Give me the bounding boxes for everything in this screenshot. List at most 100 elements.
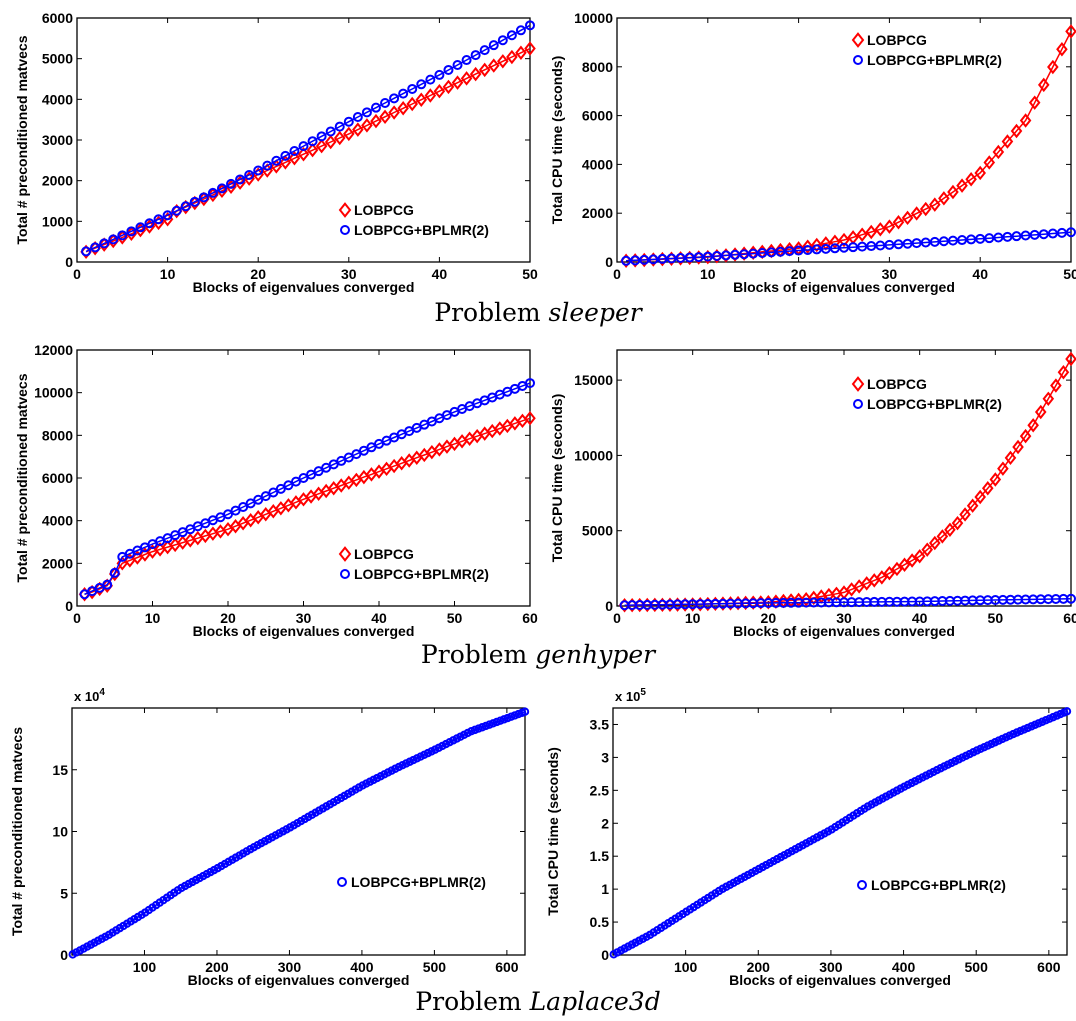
diamond-marker bbox=[981, 481, 994, 496]
circle-marker bbox=[117, 230, 128, 241]
x-tick-label: 30 bbox=[296, 610, 312, 626]
circle-marker bbox=[993, 232, 1004, 243]
diamond-marker bbox=[338, 202, 352, 218]
circle-marker bbox=[275, 483, 286, 494]
y-exponent-label: x 104 bbox=[74, 687, 105, 704]
circle-marker bbox=[1038, 229, 1049, 240]
x-tick-label: 20 bbox=[761, 610, 777, 626]
diamond-marker bbox=[829, 234, 841, 249]
x-tick-label: 50 bbox=[522, 266, 538, 282]
diamond-marker bbox=[1057, 365, 1070, 380]
diamond-marker bbox=[876, 570, 888, 585]
series-line bbox=[85, 24, 531, 253]
diamond-marker bbox=[1019, 428, 1032, 444]
circle-marker bbox=[884, 239, 895, 250]
circle-marker bbox=[461, 55, 472, 66]
diamond-marker bbox=[433, 83, 446, 99]
y-tick-label: 12000 bbox=[34, 342, 73, 358]
y-tick-label: 0 bbox=[60, 947, 68, 963]
circle-marker bbox=[893, 239, 904, 250]
y-tick-label: 1.5 bbox=[590, 848, 610, 864]
diamond-marker bbox=[1042, 391, 1055, 407]
circle-marker bbox=[380, 97, 391, 108]
y-tick-label: 6000 bbox=[42, 10, 73, 26]
circle-marker bbox=[488, 40, 499, 51]
circle-marker bbox=[298, 141, 309, 152]
y-tick-label: 15 bbox=[52, 762, 68, 778]
diamond-marker bbox=[913, 549, 926, 564]
x-tick-label: 40 bbox=[972, 266, 988, 282]
circle-marker bbox=[1020, 230, 1031, 241]
y-tick-label: 4000 bbox=[42, 91, 73, 107]
circle-marker bbox=[984, 233, 995, 244]
diamond-marker bbox=[910, 206, 923, 221]
x-tick-label: 100 bbox=[674, 959, 698, 975]
x-tick-label: 500 bbox=[965, 959, 989, 975]
diamond-marker bbox=[947, 184, 959, 200]
circle-marker bbox=[230, 505, 241, 516]
diamond-marker bbox=[983, 155, 996, 170]
diamond-marker bbox=[315, 138, 328, 154]
y-tick-label: 3.5 bbox=[590, 716, 610, 732]
circle-marker bbox=[947, 235, 958, 246]
circle-marker bbox=[189, 196, 200, 207]
x-tick-label: 30 bbox=[882, 266, 898, 282]
x-axis-label: Blocks of eigenvalues converged bbox=[193, 279, 415, 295]
circle-marker bbox=[839, 242, 849, 253]
diamond-marker bbox=[515, 45, 527, 60]
circle-marker bbox=[109, 567, 120, 578]
x-axis-label: Blocks of eigenvalues converged bbox=[733, 623, 955, 639]
circle-marker bbox=[902, 238, 913, 249]
y-tick-label: 8000 bbox=[42, 427, 73, 443]
diamond-marker bbox=[524, 411, 536, 426]
x-tick-label: 10 bbox=[160, 266, 176, 282]
y-tick-label: 5000 bbox=[582, 523, 613, 539]
diamond-marker bbox=[898, 557, 911, 572]
circle-marker bbox=[853, 399, 863, 409]
diamond-marker bbox=[524, 41, 536, 56]
circle-marker bbox=[198, 192, 209, 203]
circle-marker bbox=[857, 880, 867, 890]
diamond-marker bbox=[397, 101, 409, 116]
legend-entry: LOBPCG+BPLMR(2) bbox=[871, 877, 1006, 893]
y-axis-label: Total CPU time (seconds) bbox=[549, 56, 565, 225]
y-tick-label: 0 bbox=[605, 254, 613, 270]
x-tick-label: 20 bbox=[250, 266, 266, 282]
circle-marker bbox=[283, 480, 294, 491]
diamond-marker bbox=[487, 58, 500, 73]
chart-genhyper-matvecs: 0 10 20 30 40 50 60 0 2000 4000 6000 8000 10000 12000… bbox=[14, 342, 538, 639]
y-tick-label: 4000 bbox=[42, 513, 73, 529]
diamond-marker bbox=[1050, 378, 1062, 393]
diamond-marker bbox=[801, 239, 814, 254]
diamond-marker bbox=[965, 172, 977, 187]
circle-marker bbox=[775, 246, 786, 257]
diamond-marker bbox=[874, 222, 887, 237]
circle-marker bbox=[639, 254, 650, 265]
x-tick-label: 300 bbox=[819, 959, 843, 975]
y-tick-label: 1 bbox=[601, 881, 609, 897]
diamond-marker bbox=[851, 32, 865, 48]
legend-entry: LOBPCG bbox=[354, 202, 414, 218]
diamond-marker bbox=[352, 122, 364, 137]
circle-marker bbox=[866, 241, 877, 252]
circle-marker bbox=[829, 243, 840, 254]
diamond-marker bbox=[388, 105, 400, 120]
circle-marker bbox=[271, 155, 282, 166]
circle-marker bbox=[525, 378, 535, 389]
x-tick-label: 50 bbox=[447, 610, 463, 626]
legend: LOBPCG LOBPCG+BPLMR(2) bbox=[338, 202, 489, 238]
circle-marker bbox=[289, 145, 300, 156]
circle-marker bbox=[657, 253, 668, 264]
circle-marker bbox=[238, 502, 249, 513]
x-tick-label: 400 bbox=[350, 959, 374, 975]
circle-marker bbox=[425, 74, 436, 85]
circle-marker bbox=[407, 83, 418, 94]
circle-marker bbox=[434, 69, 445, 80]
circle-marker bbox=[929, 236, 940, 247]
diamond-marker bbox=[810, 237, 823, 253]
diamond-marker bbox=[361, 118, 373, 133]
circle-marker bbox=[739, 249, 750, 260]
diamond-marker bbox=[974, 165, 986, 181]
x-tick-label: 50 bbox=[1063, 266, 1076, 282]
circle-marker bbox=[126, 226, 137, 237]
